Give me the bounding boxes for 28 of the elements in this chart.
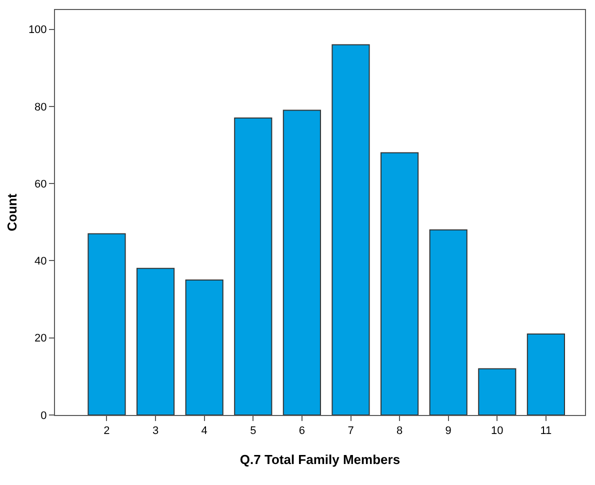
- y-tick-label: 60: [34, 178, 47, 190]
- x-tick-label: 4: [201, 425, 208, 438]
- y-tick-label: 20: [34, 332, 47, 345]
- x-tick-label: 7: [348, 425, 354, 438]
- x-tick-label: 3: [152, 425, 159, 438]
- bar: [136, 268, 175, 415]
- x-tick-label: 5: [250, 425, 256, 438]
- x-tick-label: 9: [445, 425, 452, 438]
- x-tick-label: 11: [540, 425, 552, 438]
- bar: [380, 152, 419, 415]
- bar: [185, 280, 224, 415]
- bar: [526, 334, 565, 415]
- x-tick-label: 2: [104, 425, 110, 438]
- bar: [332, 44, 370, 415]
- bar: [88, 233, 126, 415]
- y-tick-label: 0: [40, 410, 47, 422]
- x-tick-label: 6: [298, 425, 306, 438]
- y-tick-label: 100: [28, 24, 47, 36]
- y-tick-label: 40: [34, 256, 47, 268]
- bar: [429, 229, 468, 415]
- bar: [478, 368, 516, 415]
- x-axis-title: Q.7 Total Family Members: [240, 452, 400, 467]
- y-tick-label: 80: [34, 101, 47, 114]
- bar: [282, 110, 321, 415]
- y-axis-title: Count: [4, 193, 20, 232]
- x-tick-label: 8: [396, 425, 403, 438]
- bar: [234, 118, 272, 415]
- x-tick-label: 10: [491, 425, 504, 438]
